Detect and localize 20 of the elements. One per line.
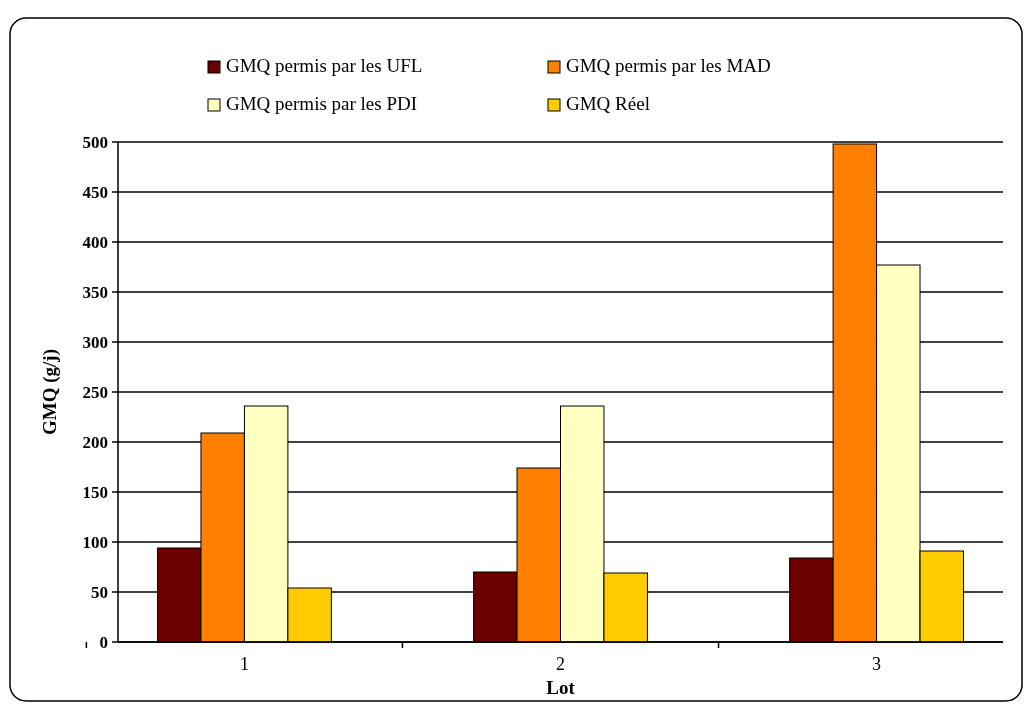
y-tick-label: 200 [82,432,108,452]
y-tick-label: 50 [91,582,108,602]
legend-label: GMQ permis par les PDI [226,93,418,114]
y-tick-label: 150 [82,482,108,502]
x-axis-title: Lot [546,677,576,698]
legend-label: GMQ permis par les MAD [566,55,771,76]
legend-label: GMQ permis par les UFL [226,55,423,76]
y-tick-label: 250 [82,382,108,402]
y-tick-label: 400 [82,232,108,252]
y-tick-label: 350 [82,282,108,302]
x-tick-label: 3 [872,654,882,674]
x-tick-label: 2 [556,654,565,674]
y-tick-label: 450 [82,182,108,202]
y-tick-label: 100 [82,532,108,552]
y-tick-label: 300 [82,332,108,352]
y-tick-label: 500 [82,132,108,152]
legend-label: GMQ Réel [566,93,650,114]
y-tick-label: 0 [99,632,108,652]
x-tick-label: 1 [239,654,249,674]
y-axis-title: GMQ (g/j) [39,348,61,436]
